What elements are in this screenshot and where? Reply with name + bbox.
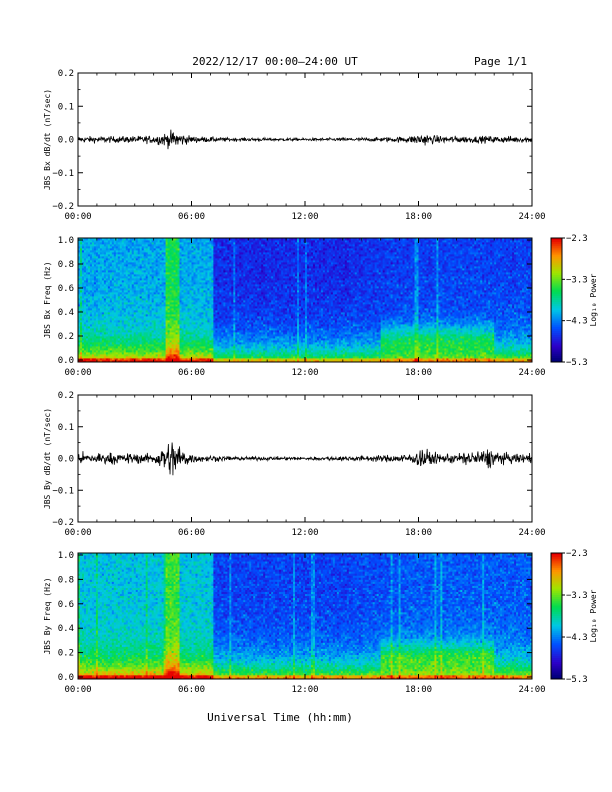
x-axis-label: Universal Time (hh:mm) [207, 711, 353, 724]
x-tick-label: 06:00 [178, 212, 205, 222]
x-tick-label: 12:00 [291, 212, 318, 222]
x-axis-1: 00:00 06:00 12:00 18:00 24:00 [64, 73, 545, 222]
y-tick-label: 0.1 [58, 102, 74, 112]
page-title: 2022/12/17 00:00–24:00 UT [192, 55, 358, 68]
panel-2 [78, 238, 532, 362]
x-tick-label: 24:00 [518, 212, 545, 222]
waveform-line [78, 130, 532, 149]
y-tick-label: −0.2 [52, 202, 74, 212]
y-tick-label: 0.0 [58, 136, 74, 146]
y-tick-label: −0.1 [52, 169, 74, 179]
x-tick-label: 18:00 [405, 212, 432, 222]
y-axis-label: JBS Bx dB/dt (nT/sec) [43, 89, 52, 190]
x-tick-label: 00:00 [64, 212, 91, 222]
page-number: Page 1/1 [474, 55, 527, 68]
panel-1 [78, 73, 532, 206]
y-tick-label: 0.2 [58, 69, 74, 79]
